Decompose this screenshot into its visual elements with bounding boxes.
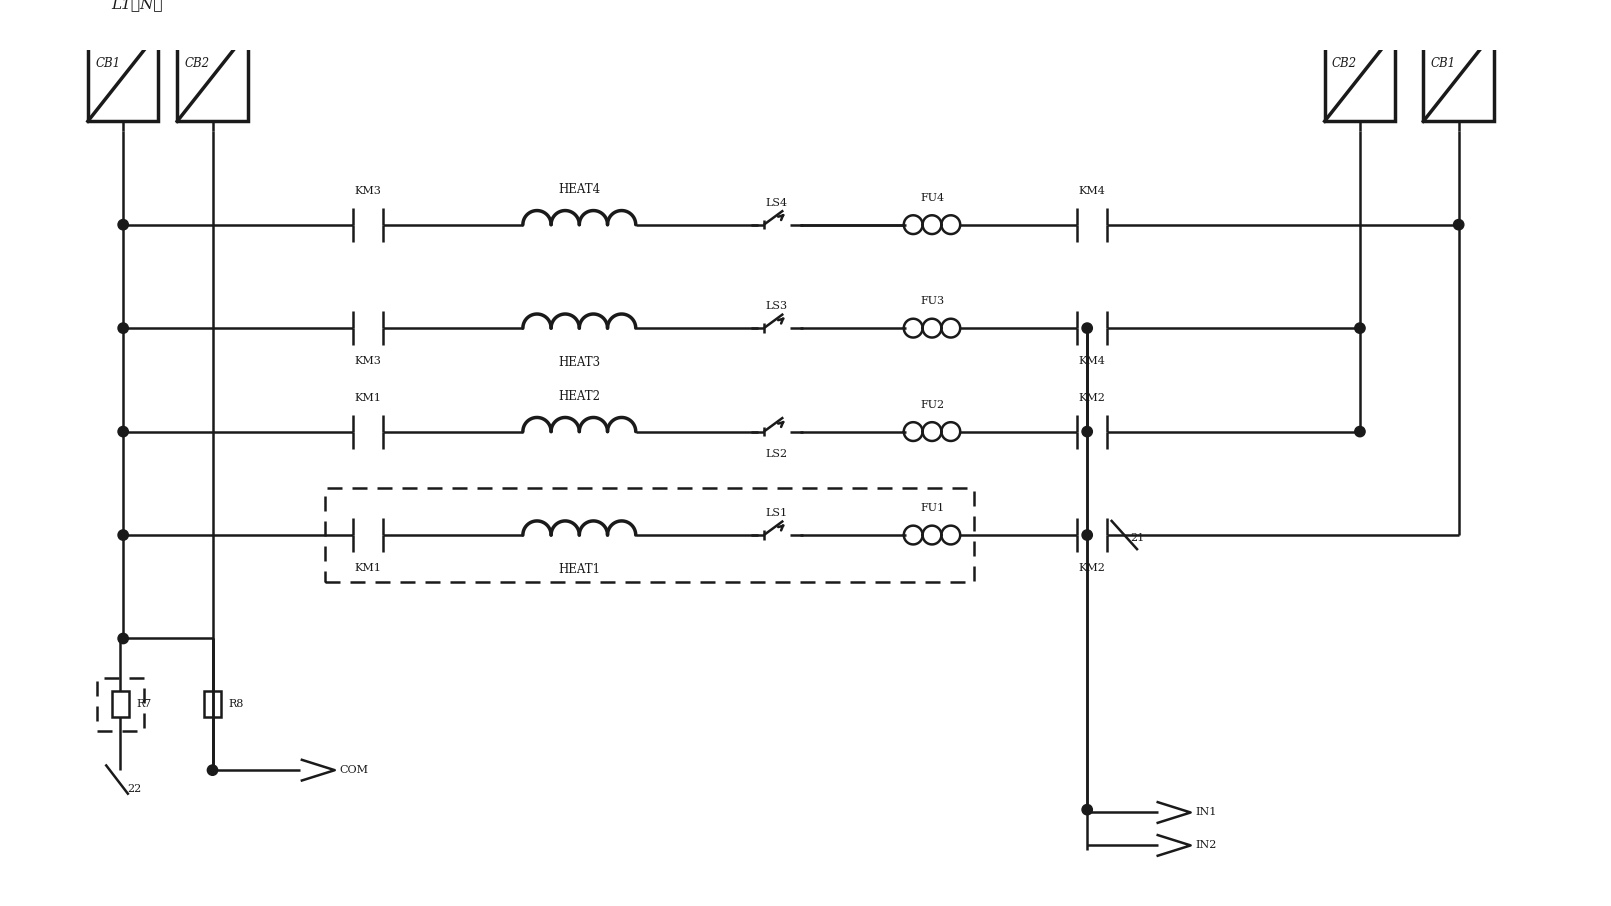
- Text: HEAT2: HEAT2: [559, 390, 601, 403]
- Text: COM: COM: [340, 766, 369, 776]
- Text: LS2: LS2: [765, 448, 788, 458]
- Text: LS3: LS3: [765, 301, 788, 311]
- Bar: [111, 691, 129, 718]
- Circle shape: [1453, 219, 1464, 230]
- Text: KM2: KM2: [1078, 393, 1105, 403]
- Bar: [1424, 32, 1493, 121]
- Text: IN2: IN2: [1195, 841, 1216, 851]
- Bar: [177, 32, 248, 121]
- Bar: [97, 678, 143, 730]
- Text: 21: 21: [1131, 533, 1145, 543]
- Circle shape: [118, 530, 129, 540]
- Text: KM3: KM3: [354, 187, 382, 197]
- Text: FU3: FU3: [920, 296, 944, 306]
- Circle shape: [1355, 323, 1365, 333]
- Text: KM3: KM3: [354, 356, 382, 366]
- Circle shape: [118, 219, 129, 230]
- Text: L1（N）: L1（N）: [111, 0, 163, 11]
- Text: LS4: LS4: [765, 198, 788, 207]
- Bar: [1324, 32, 1395, 121]
- Text: KM4: KM4: [1078, 187, 1105, 197]
- Text: KM1: KM1: [354, 564, 382, 573]
- Text: CB2: CB2: [184, 57, 209, 70]
- Text: FU1: FU1: [920, 504, 944, 514]
- Circle shape: [208, 765, 217, 776]
- Circle shape: [1083, 427, 1092, 437]
- Bar: [89, 32, 158, 121]
- Text: R8: R8: [229, 699, 243, 709]
- Circle shape: [118, 323, 129, 333]
- Text: IN1: IN1: [1195, 807, 1216, 817]
- Circle shape: [1083, 530, 1092, 540]
- Text: HEAT1: HEAT1: [559, 564, 601, 576]
- Bar: [205, 691, 221, 718]
- Text: HEAT4: HEAT4: [559, 183, 601, 197]
- Circle shape: [1083, 323, 1092, 333]
- Text: KM2: KM2: [1078, 564, 1105, 573]
- Text: KM4: KM4: [1078, 356, 1105, 366]
- Bar: [325, 488, 975, 582]
- Circle shape: [1355, 427, 1365, 437]
- Text: CB1: CB1: [1431, 57, 1456, 70]
- Text: R7: R7: [137, 699, 151, 709]
- Circle shape: [1083, 805, 1092, 814]
- Text: CB1: CB1: [95, 57, 121, 70]
- Text: FU4: FU4: [920, 193, 944, 203]
- Circle shape: [118, 427, 129, 437]
- Circle shape: [118, 633, 129, 643]
- Text: HEAT3: HEAT3: [559, 356, 601, 370]
- Text: LS1: LS1: [765, 508, 788, 518]
- Text: 22: 22: [127, 785, 142, 795]
- Text: FU2: FU2: [920, 400, 944, 410]
- Text: KM1: KM1: [354, 393, 382, 403]
- Text: CB2: CB2: [1332, 57, 1356, 70]
